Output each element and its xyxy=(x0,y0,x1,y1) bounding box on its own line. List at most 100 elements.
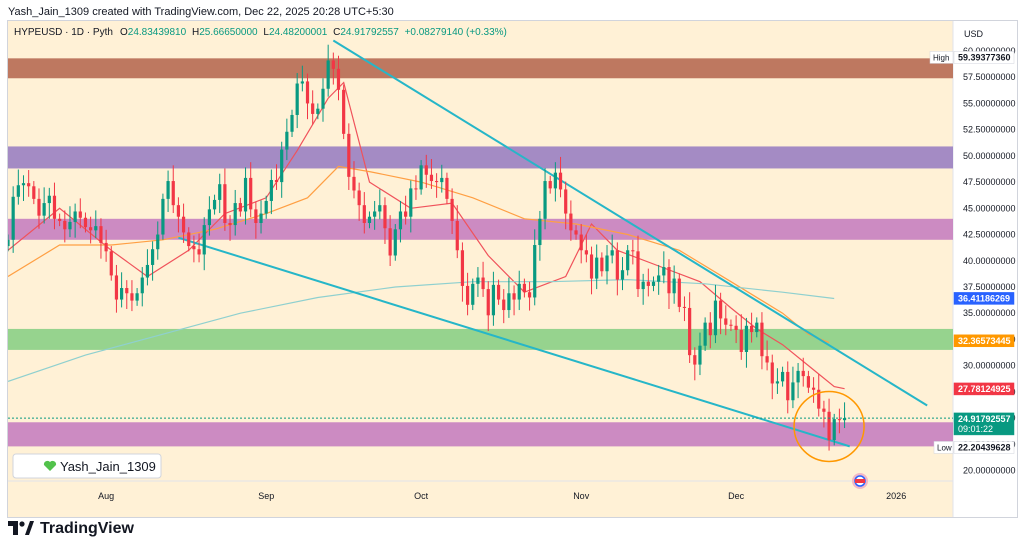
candle-body xyxy=(109,251,113,276)
price-tick-label: 60.00000000 xyxy=(963,46,1016,56)
candle-body xyxy=(373,211,377,217)
candle xyxy=(491,271,496,326)
candle-body xyxy=(404,211,408,217)
candle xyxy=(450,188,454,235)
candle-body xyxy=(507,293,511,311)
time-tick-label: Oct xyxy=(414,491,429,501)
ohlc-close: 24.91792557 xyxy=(340,27,399,38)
candle xyxy=(238,197,242,217)
candle-body xyxy=(440,177,444,183)
candle-body xyxy=(688,307,692,356)
candle xyxy=(404,195,408,225)
candle xyxy=(791,366,795,409)
candle xyxy=(331,52,335,85)
candle xyxy=(662,251,666,284)
candle-body xyxy=(362,205,366,223)
candle xyxy=(517,270,521,311)
price-chart[interactable]: 20.0000000022.5000000025.0000000027.5000… xyxy=(6,21,1017,517)
price-label-value: 59.39377360 xyxy=(958,52,1011,62)
candle-body xyxy=(238,203,242,212)
candle-body xyxy=(342,89,346,134)
green-heart-icon xyxy=(43,460,57,471)
candle-body xyxy=(311,103,315,114)
candle-body xyxy=(300,81,304,84)
candle-body xyxy=(734,325,738,330)
candle-body xyxy=(527,292,532,298)
candle xyxy=(533,229,537,306)
price-label-value: 27.78124925 xyxy=(958,384,1011,394)
candles-layer xyxy=(6,44,847,451)
candle-body xyxy=(202,225,206,255)
candle xyxy=(114,264,119,313)
candle-body xyxy=(729,324,733,326)
candle xyxy=(228,215,232,241)
candle-body xyxy=(842,418,847,421)
price-tag: Low xyxy=(937,443,952,452)
candle xyxy=(445,172,449,205)
candle-body xyxy=(435,181,439,183)
candle-body xyxy=(94,226,98,231)
price-label: 32.36573445 xyxy=(953,334,1015,348)
candle xyxy=(321,78,325,122)
price-tick-label: 50.00000000 xyxy=(963,151,1016,161)
candle xyxy=(300,65,304,92)
candle xyxy=(161,193,165,240)
candle-body xyxy=(646,281,650,286)
candle xyxy=(145,249,150,286)
candle xyxy=(460,242,465,302)
candle xyxy=(837,408,841,434)
candle xyxy=(311,90,315,125)
candle xyxy=(770,354,774,400)
candle xyxy=(486,281,490,332)
candle-body xyxy=(295,83,299,115)
candle-body xyxy=(63,220,67,230)
candle-body xyxy=(636,251,640,290)
candle-body xyxy=(445,177,449,199)
candle-body xyxy=(89,227,93,231)
candle-body xyxy=(42,203,46,216)
candle-body xyxy=(677,278,681,307)
candle-body xyxy=(703,322,707,346)
flag-icon[interactable] xyxy=(852,473,868,489)
symbol-line[interactable]: HYPEUSD · 1D · Pyth xyxy=(14,27,113,38)
candle-body xyxy=(228,223,232,226)
candle-body xyxy=(486,289,490,316)
candle-body xyxy=(765,356,769,363)
candle xyxy=(507,277,511,318)
candle xyxy=(564,181,568,230)
candle-body xyxy=(378,205,382,212)
candle-body xyxy=(791,382,795,401)
candle xyxy=(290,109,294,137)
candle xyxy=(775,368,780,394)
candle-body xyxy=(755,322,759,333)
candle-body xyxy=(455,220,459,251)
candle xyxy=(166,170,170,212)
candle xyxy=(336,55,341,101)
candle xyxy=(750,312,754,343)
candle-body xyxy=(280,149,284,183)
candle xyxy=(83,212,88,233)
time-tick-label: Aug xyxy=(98,491,114,501)
candle xyxy=(631,239,635,265)
candle-body xyxy=(192,246,196,250)
candle xyxy=(569,200,573,241)
candle xyxy=(171,165,175,214)
currency-label[interactable]: USD xyxy=(964,29,984,39)
candle-body xyxy=(517,283,521,300)
candle-body xyxy=(58,218,62,221)
candle-body xyxy=(254,209,258,223)
candle-body xyxy=(522,283,526,293)
candle-body xyxy=(739,329,743,352)
candle xyxy=(52,182,57,230)
candle-body xyxy=(744,325,749,352)
chart-frame[interactable]: 20.0000000022.5000000025.0000000027.5000… xyxy=(6,20,1018,518)
candle-body xyxy=(569,213,573,231)
candle-body xyxy=(471,283,475,305)
time-tick-label: 2026 xyxy=(886,491,906,501)
candle-body xyxy=(496,284,501,300)
candle xyxy=(89,216,93,244)
candle-body xyxy=(419,165,423,190)
candle xyxy=(651,276,656,292)
candle xyxy=(641,273,645,305)
candle xyxy=(538,210,542,261)
